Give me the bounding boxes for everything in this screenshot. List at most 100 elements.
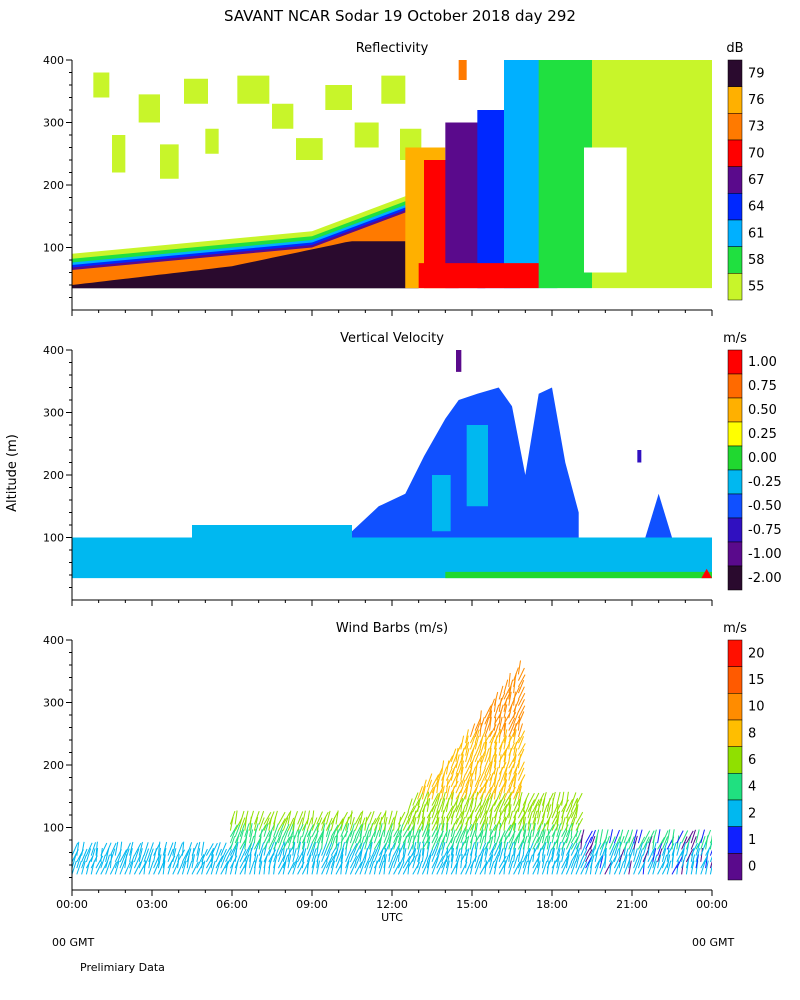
wind-barb [493, 842, 501, 856]
wind-barb [565, 829, 571, 844]
wind-barb [340, 842, 346, 856]
wind-barb [191, 854, 195, 869]
wind-barb [508, 774, 516, 788]
wind-barb [143, 848, 150, 863]
wind-barb [508, 779, 514, 794]
wind-barb [585, 830, 593, 844]
colorbar-cell [727, 853, 743, 881]
wind-barb [369, 848, 376, 863]
wind-barb [517, 723, 523, 738]
wind-barb [282, 811, 291, 825]
wind-barb [277, 855, 285, 869]
panel-title: Reflectivity [356, 41, 429, 56]
wind-barb [484, 786, 492, 800]
wind-barb [239, 810, 245, 825]
wind-barb [340, 854, 344, 869]
wind-barb [508, 691, 512, 706]
wind-barb [565, 836, 573, 850]
y-tick-label: 400 [43, 634, 64, 647]
wind-barb [138, 841, 143, 856]
wind-barb [133, 842, 142, 856]
wind-barb [489, 736, 495, 750]
wind-barb [513, 847, 516, 862]
wind-barb [493, 723, 500, 738]
wind-barb [95, 861, 103, 875]
wind-barb [474, 755, 483, 769]
wind-barb [445, 854, 450, 869]
wind-barb [561, 816, 566, 831]
wind-barb [695, 848, 701, 863]
wind-barb [676, 835, 680, 850]
wind-barb [551, 817, 559, 831]
wind-barb [301, 841, 306, 856]
wind-barb [431, 798, 438, 813]
wind-barb [393, 848, 399, 863]
wind-barb [661, 830, 669, 844]
wind-barb [537, 835, 543, 850]
wind-barb [445, 785, 451, 800]
wind-barb [657, 861, 665, 875]
vv-hotspot [701, 568, 712, 579]
wind-barb [148, 848, 154, 863]
wind-barb [201, 848, 208, 863]
wind-barb [460, 766, 464, 781]
wind-barb [431, 811, 438, 825]
wind-barb [513, 822, 517, 837]
wind-barb [455, 754, 460, 769]
wind-barb [421, 816, 426, 831]
wind-barb [465, 741, 470, 756]
wind-barb [234, 835, 240, 850]
wind-barb [594, 860, 600, 875]
wind-barb [445, 755, 454, 769]
wind-barb [234, 830, 242, 844]
wind-barb [383, 816, 388, 831]
wind-barb [657, 836, 665, 850]
wind-barb [311, 824, 319, 838]
colorbar-label: 0.75 [748, 379, 777, 394]
wind-barb [450, 748, 457, 763]
wind-barb [498, 736, 506, 750]
wind-barb [484, 779, 488, 794]
wind-barb [513, 766, 518, 781]
wind-barb [633, 829, 638, 844]
x-tick-label: 12:00 [376, 898, 408, 911]
wind-barb [575, 804, 579, 819]
wind-barb [306, 810, 310, 825]
wind-barb [465, 729, 469, 744]
wind-barb [321, 848, 328, 863]
wind-barb [263, 811, 272, 825]
wind-barb [633, 861, 639, 875]
colorbar-cell [727, 193, 743, 221]
panel-title: Wind Barbs (m/s) [336, 621, 448, 636]
wind-barb [527, 804, 533, 819]
wind-barb [373, 817, 381, 831]
wind-barb [637, 848, 643, 863]
wind-barb [498, 798, 506, 813]
wind-barb [695, 854, 699, 869]
wind-barb [287, 847, 291, 862]
wind-barb [498, 685, 504, 700]
wind-barb [681, 848, 685, 862]
wind-barb [417, 805, 424, 819]
wind-barb [364, 860, 370, 875]
wind-barb [335, 824, 343, 838]
wind-barb [215, 860, 221, 875]
wind-barb [445, 811, 453, 825]
wind-barb [196, 841, 201, 856]
wind-barb [527, 835, 532, 850]
echo-patch [184, 78, 208, 104]
wind-barb [676, 841, 682, 856]
wind-barb [565, 799, 574, 813]
wind-barb [354, 861, 363, 875]
wind-barb [349, 848, 357, 863]
wind-barb [345, 830, 353, 844]
wind-barb [484, 730, 493, 744]
wind-barb [469, 798, 474, 812]
wind-barb [297, 817, 304, 831]
wind-barb [297, 841, 301, 856]
wind-barb [561, 841, 565, 856]
wind-barb [489, 854, 494, 869]
wind-barb [277, 823, 285, 838]
wind-barb [517, 805, 525, 819]
